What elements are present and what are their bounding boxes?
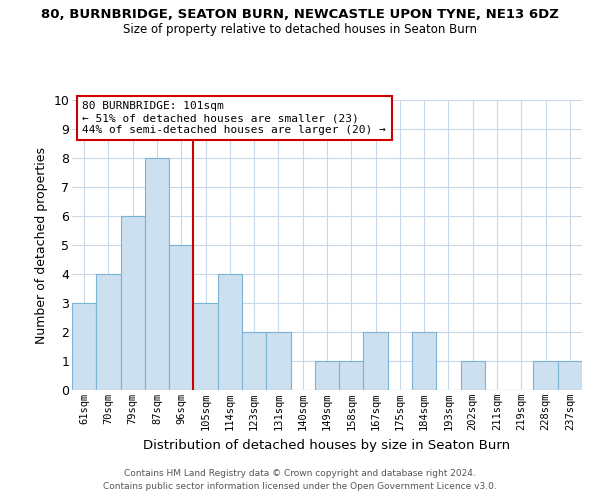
Bar [558,361,582,390]
X-axis label: Distribution of detached houses by size in Seaton Burn: Distribution of detached houses by size … [143,438,511,452]
Text: 80, BURNBRIDGE, SEATON BURN, NEWCASTLE UPON TYNE, NE13 6DZ: 80, BURNBRIDGE, SEATON BURN, NEWCASTLE U… [41,8,559,20]
Text: 80 BURNBRIDGE: 101sqm
← 51% of detached houses are smaller (23)
44% of semi-deta: 80 BURNBRIDGE: 101sqm ← 51% of detached … [82,102,386,134]
Bar [242,332,266,390]
Bar [461,361,485,390]
Y-axis label: Number of detached properties: Number of detached properties [35,146,48,344]
Bar [266,332,290,390]
Bar [121,216,145,390]
Bar [72,303,96,390]
Text: Size of property relative to detached houses in Seaton Burn: Size of property relative to detached ho… [123,22,477,36]
Bar [145,158,169,390]
Bar [339,361,364,390]
Bar [315,361,339,390]
Bar [412,332,436,390]
Text: Contains public sector information licensed under the Open Government Licence v3: Contains public sector information licen… [103,482,497,491]
Bar [193,303,218,390]
Bar [364,332,388,390]
Bar [218,274,242,390]
Text: Contains HM Land Registry data © Crown copyright and database right 2024.: Contains HM Land Registry data © Crown c… [124,468,476,477]
Bar [96,274,121,390]
Bar [169,245,193,390]
Bar [533,361,558,390]
